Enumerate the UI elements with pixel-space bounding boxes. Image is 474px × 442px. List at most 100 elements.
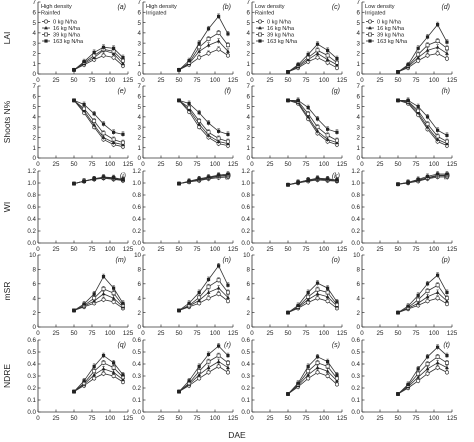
y-tick-label: 4 xyxy=(247,295,251,302)
data-point xyxy=(425,289,430,293)
y-tick-label: 4 xyxy=(247,114,251,121)
y-tick-label: 4 xyxy=(138,295,142,302)
x-tick-label: 75 xyxy=(413,246,420,253)
series-line xyxy=(73,275,124,311)
data-point xyxy=(286,392,290,396)
x-tick-label: 25 xyxy=(377,77,384,84)
y-tick-label: 0.8 xyxy=(132,192,141,199)
x-tick-label: 25 xyxy=(267,330,274,337)
data-point xyxy=(197,111,201,115)
y-tick-label: 6 xyxy=(33,9,37,16)
data-point xyxy=(425,294,430,299)
x-tick-label: 100 xyxy=(319,77,330,84)
y-tick-label: 6 xyxy=(247,93,251,100)
x-tick-label: 25 xyxy=(158,330,165,337)
x-tick-label: 0 xyxy=(141,415,145,422)
y-tick-label: 4 xyxy=(33,114,37,121)
y-tick-label: 0.8 xyxy=(27,192,36,199)
legend-entry: 163 kg N/ha xyxy=(377,39,408,45)
y-tick-label: 5 xyxy=(138,20,142,27)
x-tick-label: 75 xyxy=(303,330,310,337)
data-point xyxy=(101,131,106,136)
y-tick-label: 0.6 xyxy=(241,204,250,211)
data-point xyxy=(296,63,300,67)
data-point xyxy=(101,291,106,296)
panel: 0 1 2 3 4 5 6 7 0 25 50 75 100 125 (d) Low densityIrrig… xyxy=(357,0,458,84)
data-point xyxy=(406,304,410,308)
y-tick-label: 0.0 xyxy=(27,240,36,247)
series-line xyxy=(178,345,229,392)
data-point xyxy=(197,45,202,50)
y-tick-label: 6 xyxy=(357,9,361,16)
y-tick-label: 4 xyxy=(247,30,251,37)
y-tick-label: 4 xyxy=(138,30,142,37)
data-point xyxy=(416,375,421,379)
data-point xyxy=(197,295,202,300)
data-point xyxy=(416,55,421,59)
data-point xyxy=(425,362,430,366)
x-tick-label: 50 xyxy=(395,246,402,253)
series-line xyxy=(287,371,338,395)
series-line xyxy=(397,23,448,73)
y-tick-label: 0 xyxy=(247,155,251,162)
data-point xyxy=(111,296,116,300)
data-point xyxy=(226,132,230,136)
data-point xyxy=(435,134,440,139)
data-point xyxy=(72,390,76,394)
data-point xyxy=(315,296,320,301)
panel-letter: (a) xyxy=(117,4,126,11)
x-tick-label: 25 xyxy=(158,246,165,253)
x-tick-label: 50 xyxy=(395,77,402,84)
x-tick-label: 125 xyxy=(228,77,239,84)
data-point xyxy=(72,182,76,186)
y-tick-label: 3 xyxy=(247,40,251,47)
data-point xyxy=(416,301,421,305)
data-point xyxy=(206,296,211,301)
y-axis-label: LAI xyxy=(2,32,12,45)
data-point xyxy=(315,51,320,55)
x-tick-label: 0 xyxy=(250,77,254,84)
y-tick-label: 8 xyxy=(138,267,142,274)
y-tick-label: 8 xyxy=(33,267,37,274)
data-point xyxy=(325,294,330,299)
x-tick-label: 100 xyxy=(429,330,440,337)
data-point xyxy=(306,52,310,57)
legend-entry: 16 kg N/ha xyxy=(267,26,295,32)
data-point xyxy=(425,299,430,304)
panel-letter: (d) xyxy=(441,4,450,11)
x-tick-label: 75 xyxy=(89,246,96,253)
series-line xyxy=(73,100,124,135)
data-point xyxy=(187,179,191,183)
x-tick-label: 125 xyxy=(228,415,239,422)
x-tick-label: 75 xyxy=(303,77,310,84)
data-point xyxy=(425,125,430,129)
data-point xyxy=(315,370,320,375)
x-tick-label: 125 xyxy=(123,161,134,168)
data-point xyxy=(315,117,320,121)
y-tick-label: 0.4 xyxy=(241,216,250,223)
data-point xyxy=(112,361,116,365)
y-tick-label: 2 xyxy=(247,310,251,317)
data-point xyxy=(197,290,201,295)
data-point xyxy=(112,286,116,290)
y-tick-label: 0.1 xyxy=(27,397,36,404)
data-point xyxy=(425,371,430,376)
y-tick-label: 3 xyxy=(357,124,361,131)
x-tick-label: 75 xyxy=(194,77,201,84)
y-tick-label: 8 xyxy=(247,267,251,274)
data-point xyxy=(435,137,440,141)
series-line xyxy=(178,365,229,392)
data-point xyxy=(416,293,420,297)
x-tick-label: 75 xyxy=(413,330,420,337)
y-tick-label: 4 xyxy=(33,30,37,37)
data-point xyxy=(436,23,440,27)
y-tick-label: 0 xyxy=(33,155,37,162)
y-tick-label: 0.6 xyxy=(27,337,36,344)
series-line xyxy=(287,179,337,186)
x-tick-label: 25 xyxy=(158,77,165,84)
y-tick-label: 0.0 xyxy=(241,240,250,247)
data-point xyxy=(187,301,191,305)
data-point xyxy=(416,371,421,376)
x-tick-label: 0 xyxy=(250,246,254,253)
